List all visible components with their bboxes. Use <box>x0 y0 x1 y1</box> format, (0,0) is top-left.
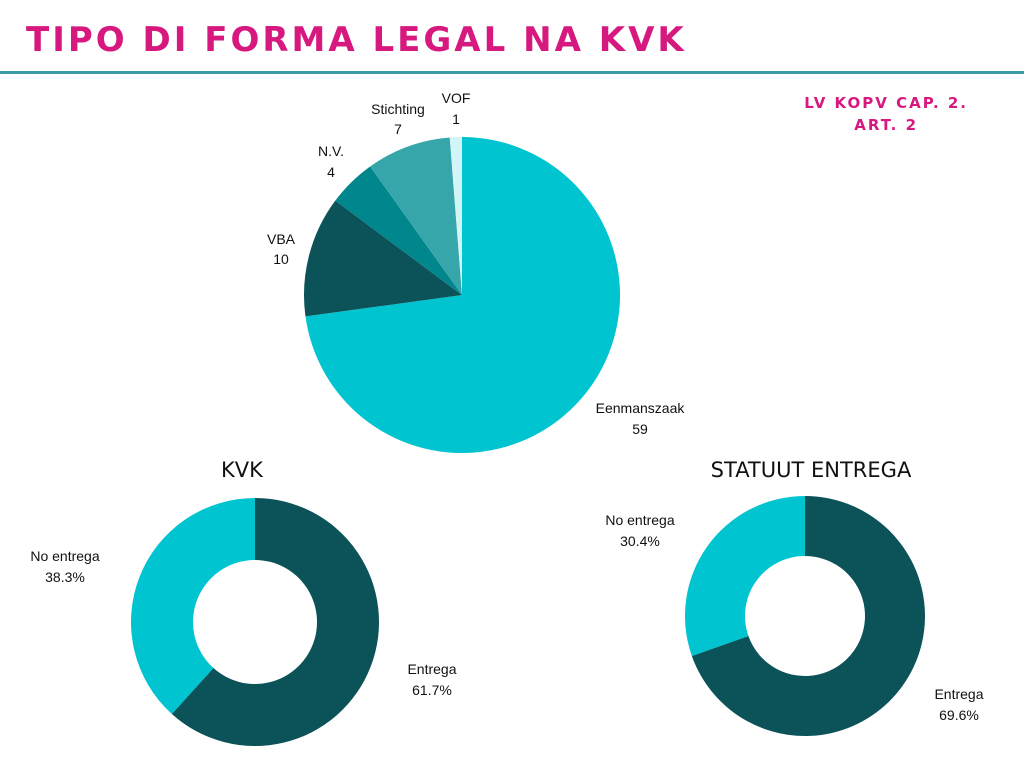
legal-form-pie-chart: Eenmanszaak 59 VBA 10 N.V. 4 Stichting 7 VOF 1 <box>267 90 685 453</box>
slice-value-entrega: 61.7% <box>412 682 452 698</box>
slice-label-vba: VBA <box>267 231 296 247</box>
statuut-chart-title: STATUUT ENTREGA <box>711 458 912 482</box>
slice-value-stichting: 7 <box>394 121 402 137</box>
slice-label-vof: VOF <box>442 90 471 106</box>
legal-reference-line-2: ART. 2 <box>854 116 919 134</box>
slice-value-entrega: 69.6% <box>939 707 979 723</box>
slice-value-vba: 10 <box>273 251 289 267</box>
kvk-chart-title: KVK <box>221 458 264 482</box>
slice-eenmanszaak <box>305 137 620 453</box>
slice-value-vof: 1 <box>452 111 460 127</box>
slice-stichting <box>370 137 462 295</box>
slice-label-stichting: Stichting <box>371 101 425 117</box>
slice-label-entrega: Entrega <box>934 686 983 702</box>
slice-entrega <box>171 498 380 746</box>
slice-value-no-entrega: 30.4% <box>620 533 660 549</box>
legal-reference: LV KOPV CAP. 2. ART. 2 <box>804 92 968 136</box>
slice-no-entrega <box>131 498 255 714</box>
slice-value-no-entrega: 38.3% <box>45 569 85 585</box>
kvk-donut-chart: KVK Entrega 61.7% No entrega 38.3% <box>30 458 457 746</box>
slice-label-entrega: Entrega <box>407 661 456 677</box>
slice-n-v <box>335 166 462 295</box>
slice-label-n-v: N.V. <box>318 143 344 159</box>
slice-label-no-entrega: No entrega <box>605 512 674 528</box>
slice-label-eenmanszaak: Eenmanszaak <box>596 400 686 416</box>
slice-value-eenmanszaak: 59 <box>632 421 648 437</box>
slice-value-n-v: 4 <box>327 164 335 180</box>
slice-entrega <box>691 496 926 737</box>
legal-reference-line-1: LV KOPV CAP. 2. <box>804 94 968 112</box>
slice-vba <box>303 200 462 317</box>
slice-no-entrega <box>685 496 805 656</box>
statuut-donut-chart: STATUUT ENTREGA Entrega 69.6% No entrega 30… <box>605 458 984 737</box>
slice-vof <box>449 137 462 295</box>
title-divider <box>0 71 1024 74</box>
slice-label-no-entrega: No entrega <box>30 548 99 564</box>
page-title: TIPO DI FORMA LEGAL NA KVK <box>26 20 687 60</box>
